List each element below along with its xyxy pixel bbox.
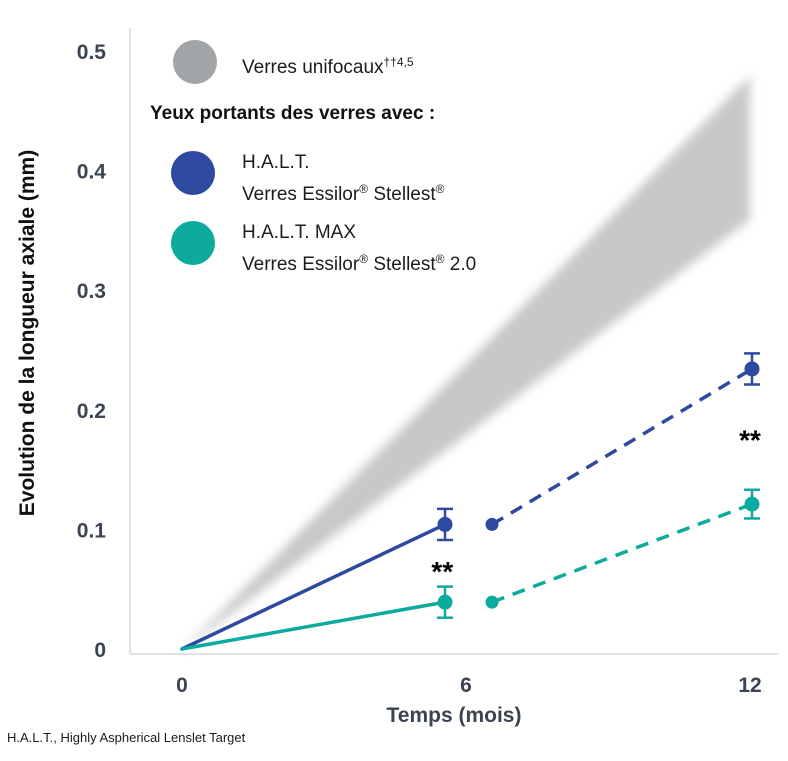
series-solid-line — [180, 600, 447, 651]
data-point — [744, 496, 760, 512]
x-tick-label: 0 — [176, 674, 188, 697]
legend-label-unifocal: Verres unifocaux††4,5 — [242, 50, 414, 80]
x-tick-label: 6 — [460, 674, 472, 697]
y-tick-label: 0 — [94, 639, 106, 662]
legend-dot-halt-max — [171, 221, 215, 265]
legend-label-unifocal-text: Verres unifocaux — [242, 57, 384, 78]
product-prefix: Verres Essilor — [242, 184, 360, 205]
legend-entry-halt-name: H.A.L.T. — [242, 152, 310, 173]
y-tick-label: 0.3 — [77, 280, 106, 303]
registered-mark-icon: ® — [359, 182, 369, 196]
y-tick-label: 0.1 — [77, 519, 107, 542]
x-tick-label: 12 — [738, 674, 761, 697]
legend-dot-unifocal — [173, 40, 217, 84]
product-mid: Stellest — [368, 184, 436, 205]
legend-dot-halt — [171, 151, 215, 195]
registered-mark-icon: ® — [435, 182, 445, 196]
legend-entry-halt-max: H.A.L.T. MAX Verres Essilor® Stellest® 2… — [242, 220, 476, 278]
series-dashed-line — [491, 367, 753, 526]
footnote: H.A.L.T., Highly Aspherical Lenslet Targ… — [7, 730, 246, 745]
legend-header: Yeux portants des verres avec : — [150, 103, 436, 124]
data-point — [744, 361, 760, 377]
registered-mark-icon: ® — [359, 252, 369, 266]
legend-entry-halt-product: Verres Essilor® Stellest® — [242, 176, 444, 208]
y-tick-label: 0.4 — [77, 161, 107, 184]
series-solid-line — [180, 522, 447, 651]
data-point — [485, 517, 499, 531]
legend-entry-halt-max-product: Verres Essilor® Stellest® 2.0 — [242, 246, 476, 278]
legend-unifocal-superscript: ††4,5 — [383, 55, 414, 69]
legend-entry-halt: H.A.L.T. Verres Essilor® Stellest® — [242, 150, 444, 208]
data-point — [485, 595, 499, 609]
y-tick-label: 0.2 — [77, 400, 106, 423]
product-mid: Stellest — [368, 254, 436, 275]
y-axis-title: Evolution de la longueur axiale (mm) — [16, 149, 39, 517]
registered-mark-icon: ® — [435, 252, 445, 266]
unifocal-band — [182, 75, 750, 652]
x-axis-title: Temps (mois) — [386, 704, 522, 727]
product-prefix: Verres Essilor — [242, 254, 360, 275]
y-tick-label: 0.5 — [77, 41, 107, 64]
product-suffix: 2.0 — [444, 254, 477, 275]
significance-marker: ** — [739, 424, 761, 455]
significance-marker: ** — [431, 556, 453, 587]
data-point — [437, 516, 453, 532]
data-point — [437, 594, 453, 610]
legend-entry-halt-max-name: H.A.L.T. MAX — [242, 222, 357, 243]
series-dashed-line — [491, 502, 753, 604]
